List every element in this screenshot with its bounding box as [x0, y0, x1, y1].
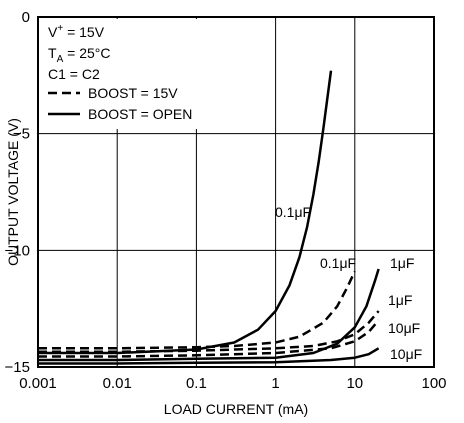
curve-label: 10μF: [390, 346, 422, 362]
curve-labels: 0.1μF 0.1μF 1μF 1μF 10μF 10μF: [275, 204, 422, 362]
condition-capacitors: C1 = C2: [48, 66, 100, 82]
curve-label: 1μF: [390, 255, 414, 271]
condition-temp-prefix: T: [48, 45, 57, 61]
legend-label: BOOST = OPEN: [88, 106, 192, 122]
x-tick-label: 10: [346, 375, 363, 392]
y-axis-label: OUTPUT VOLTAGE (V): [5, 118, 21, 266]
curve-label: 0.1μF: [275, 204, 311, 220]
condition-supply-prefix: V: [48, 24, 58, 40]
condition-temperature: TA = 25°C: [48, 45, 110, 65]
curve-dashed: [38, 310, 380, 354]
legend-label: BOOST = 15V: [88, 85, 178, 101]
x-tick-label: 0.1: [186, 375, 207, 392]
x-tick-label: 0.001: [19, 375, 57, 392]
curve-label: 10μF: [388, 320, 420, 336]
legend-background: [40, 19, 256, 129]
condition-supply-value: = 15V: [63, 24, 105, 40]
curve-dashed: [38, 270, 356, 350]
tick-labels: 0.001 0.01 0.1 1 10 100 0 −5 −10 −15: [5, 9, 447, 392]
curve-label: 1μF: [388, 292, 412, 308]
condition-supply-sup: +: [57, 23, 63, 34]
curve-solid: [38, 347, 380, 365]
y-tick-label: −5: [13, 126, 30, 143]
x-axis-label: LOAD CURRENT (mA): [164, 401, 308, 417]
y-tick-label: −15: [5, 359, 30, 376]
curve-dashed: [38, 319, 380, 358]
x-tick-label: 0.01: [103, 375, 132, 392]
condition-temp-sub: A: [57, 54, 64, 65]
condition-temp-value: = 25°C: [63, 45, 110, 61]
plot-frame: [37, 16, 435, 368]
curves: [38, 70, 380, 365]
curve-label: 0.1μF: [320, 255, 356, 271]
curve-solid: [38, 70, 333, 355]
x-tick-label: 1: [271, 375, 279, 392]
x-tick-label: 100: [421, 375, 446, 392]
condition-supply: V+ = 15V: [48, 23, 105, 40]
y-tick-label: 0: [22, 9, 30, 26]
legend-entries: BOOST = 15V BOOST = OPEN: [48, 85, 192, 122]
legend: V+ = 15V TA = 25°C C1 = C2: [48, 23, 110, 82]
y-tick-label: −10: [5, 242, 30, 259]
